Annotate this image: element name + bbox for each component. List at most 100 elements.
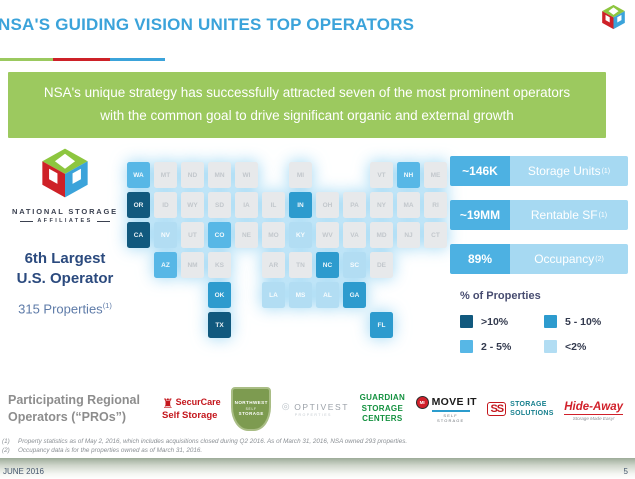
state-tile-RI: RI (424, 192, 447, 218)
stat-value: ~146K (450, 156, 510, 186)
state-tile-ID: ID (154, 192, 177, 218)
state-tile-VA: VA (343, 222, 366, 248)
state-tile-WI: WI (235, 162, 258, 188)
state-tile-NV: NV (154, 222, 177, 248)
state-tile-NE: NE (235, 222, 258, 248)
nsa-identity-panel: NATIONAL STORAGE AFFILIATES 6th Largest … (8, 147, 122, 316)
state-tile-KY: KY (289, 222, 312, 248)
state-tile-MN: MN (208, 162, 231, 188)
legend-item-2to5: 2 - 5% (460, 340, 544, 353)
wordmark-rule-right (96, 220, 110, 222)
state-tile-OR: OR (127, 192, 150, 218)
state-tile-TN: TN (289, 252, 312, 278)
storage-solutions-logo: SS STORAGE SOLUTIONS (487, 400, 553, 418)
page-number: 5 (623, 467, 628, 476)
state-tile-AL: AL (316, 282, 339, 308)
footnotes: (1) Property statistics as of May 2, 201… (2, 437, 627, 456)
legend-title: % of Properties (460, 290, 541, 302)
title-underline (0, 58, 165, 61)
state-tile-IN: IN (289, 192, 312, 218)
stat-occupancy: 89% Occupancy (2) (450, 244, 628, 274)
state-tile-LA: LA (262, 282, 285, 308)
move-it-circle-icon: MI (415, 395, 429, 409)
state-tile-AZ: AZ (154, 252, 177, 278)
state-tile-NY: NY (370, 192, 393, 218)
footnote-1: (1) Property statistics as of May 2, 201… (2, 438, 408, 445)
state-tile-NC: NC (316, 252, 339, 278)
securcare-logo: ♜ SecurCare Self Storage (162, 395, 221, 421)
stat-label: Occupancy (2) (510, 244, 628, 274)
state-tile-OK: OK (208, 282, 231, 308)
legend-swatch (460, 315, 473, 328)
state-tile-TX: TX (208, 312, 231, 338)
pros-section: Participating Regional Operators (“PROs”… (8, 384, 635, 434)
underline-green (0, 58, 53, 61)
state-tile-CA: CA (127, 222, 150, 248)
banner-line1: NSA's unique strategy has successfully a… (43, 85, 571, 101)
strategy-banner: NSA's unique strategy has successfully a… (8, 72, 606, 138)
state-tile-MI: MI (289, 162, 312, 188)
state-tile-VT: VT (370, 162, 393, 188)
state-tile-MO: MO (262, 222, 285, 248)
state-tile-UT: UT (181, 222, 204, 248)
footnote-2: (2) Occupancy data is for the properties… (2, 447, 203, 455)
state-tile-GA: GA (343, 282, 366, 308)
stat-value: 89% (450, 244, 510, 274)
state-tile-MS: MS (289, 282, 312, 308)
stat-label: Storage Units (1) (510, 156, 628, 186)
state-tile-DE: DE (370, 252, 393, 278)
pros-label: Participating Regional Operators (“PROs”… (8, 393, 140, 424)
state-tile-NJ: NJ (397, 222, 420, 248)
hide-away-logo: Hide-Away Storage Made Easy! (564, 401, 623, 421)
castle-icon: ♜ (162, 395, 174, 411)
state-tile-WV: WV (316, 222, 339, 248)
northwest-self-storage-logo: NORTHWEST SELF STORAGE (231, 387, 272, 431)
nsa-cube-logo-icon (602, 4, 625, 30)
state-tile-WY: WY (181, 192, 204, 218)
operator-rank: 6th Largest U.S. Operator (16, 250, 114, 287)
state-tile-IL: IL (262, 192, 285, 218)
state-tile-IA: IA (235, 192, 258, 218)
footer-date: JUNE 2016 (3, 467, 44, 476)
stat-label: Rentable SF (1) (510, 200, 628, 230)
legend-swatch (544, 340, 557, 353)
state-tile-ME: ME (424, 162, 447, 188)
state-tile-MT: MT (154, 162, 177, 188)
state-tile-CO: CO (208, 222, 231, 248)
legend-item-5to10: 5 - 10% (544, 315, 628, 328)
legend-item-lt2: <2% (544, 340, 628, 353)
state-tile-AR: AR (262, 252, 285, 278)
map-legend: % of Properties >10% 5 - 10% 2 - 5% <2% (450, 290, 628, 353)
wordmark-national-storage: NATIONAL STORAGE (12, 207, 118, 216)
state-tile-PA: PA (343, 192, 366, 218)
underline-red (53, 58, 110, 61)
wordmark-rule-left (20, 220, 34, 222)
legend-items: >10% 5 - 10% 2 - 5% <2% (460, 315, 628, 353)
wordmark-affiliates: AFFILIATES (8, 218, 122, 224)
state-tile-MD: MD (370, 222, 393, 248)
guardian-storage-centers-logo: GUARDIAN STORAGE CENTERS (359, 392, 406, 424)
pros-logos: ♜ SecurCare Self Storage NORTHWEST SELF … (158, 387, 635, 431)
legend-swatch (544, 315, 557, 328)
stat-rentable-sf: ~19MM Rentable SF (1) (450, 200, 628, 230)
move-it-logo: MI MOVE IT SELF STORAGE (415, 395, 477, 423)
state-tile-KS: KS (208, 252, 231, 278)
stats-panel: ~146K Storage Units (1) ~19MM Rentable SF… (450, 156, 628, 353)
legend-swatch (460, 340, 473, 353)
nsa-cube-logo-icon (42, 148, 88, 198)
state-tile-NH: NH (397, 162, 420, 188)
state-tile-SC: SC (343, 252, 366, 278)
state-tile-WA: WA (127, 162, 150, 188)
ss-monogram-icon: SS (487, 402, 507, 416)
state-tile-SD: SD (208, 192, 231, 218)
us-tile-map: WA MT ND MN WI MI VT NH ME OR ID WY SD IA IL IN OH PA NY MA… (127, 162, 447, 338)
underline-blue (110, 58, 165, 61)
optivest-emblem-icon: ◎ (281, 401, 292, 411)
state-tile-NM: NM (181, 252, 204, 278)
slide-footer: JUNE 2016 5 (0, 458, 635, 479)
state-tile-ND: ND (181, 162, 204, 188)
optivest-logo: ◎ OPTIVEST PROPERTIES (281, 401, 350, 417)
legend-item-gt10: >10% (460, 315, 544, 328)
slide-title: NSA'S GUIDING VISION UNITES TOP OPERATOR… (0, 15, 415, 34)
